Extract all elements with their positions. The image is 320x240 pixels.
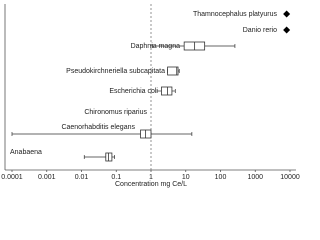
category-label: Escherichia coli [109, 88, 158, 95]
x-tick-label: 0.0001 [1, 174, 23, 181]
chart: Concentration mg Ce/L 0.0001 0.001 0.01 0.1… [1, 4, 300, 188]
x-tick-label: 100 [215, 174, 227, 181]
box [167, 66, 179, 76]
point [283, 26, 291, 34]
box [161, 86, 173, 96]
category-label: Thamnocephalus platyurus [193, 11, 278, 18]
category-label: Pseudokirchneriella subcapitata [66, 68, 165, 75]
category-label: Chironomus riparius [84, 109, 147, 116]
category-label: Caenorhabditis elegans [61, 124, 135, 131]
category-label: Danio rerio [243, 27, 277, 34]
x-tick-label: 0.01 [75, 174, 89, 181]
x-tick-label: 10000 [280, 174, 300, 181]
x-tick-label: 1 [149, 174, 153, 181]
point [283, 10, 291, 18]
x-tick-label: 0.1 [111, 174, 121, 181]
x-tick-label: 10 [182, 174, 190, 181]
x-tick-label: 0.001 [38, 174, 56, 181]
x-tick-label: 1000 [247, 174, 263, 181]
category-label: Anabaena [10, 149, 42, 156]
x-axis-label: Concentration mg Ce/L [115, 181, 187, 188]
